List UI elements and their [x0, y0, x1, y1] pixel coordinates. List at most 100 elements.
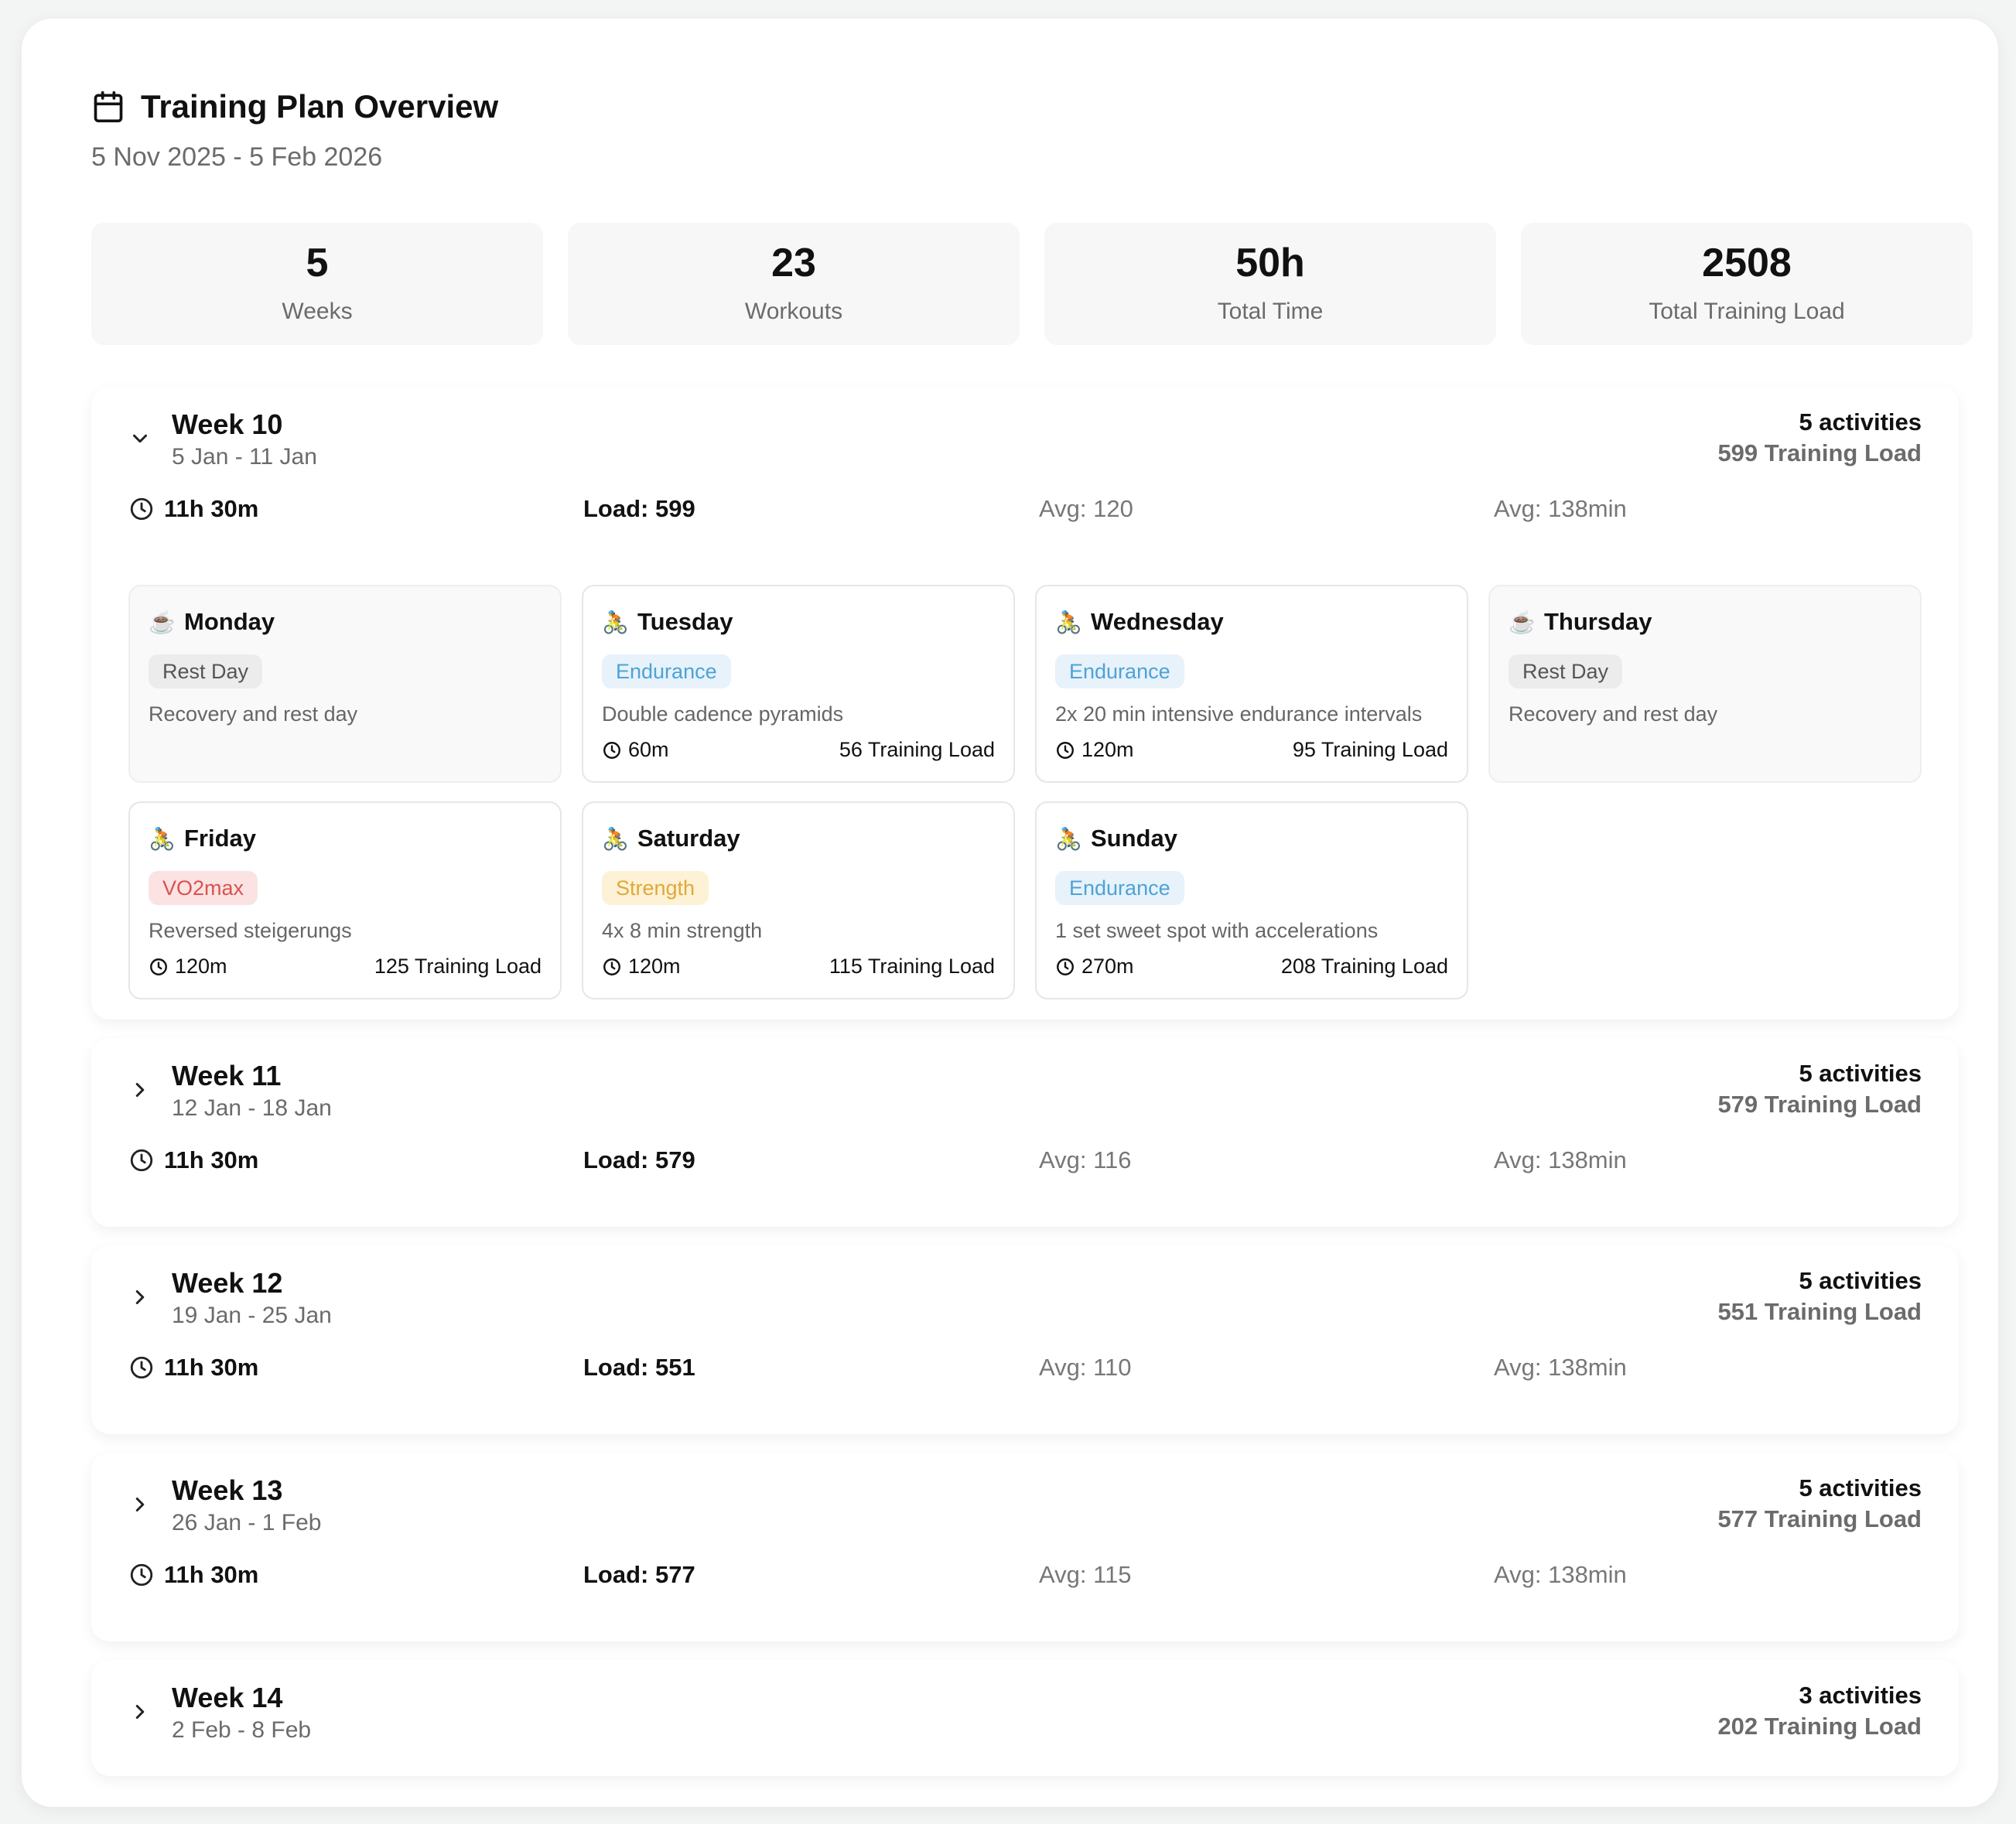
week-header[interactable]: Week 14 2 Feb - 8 Feb 3 activities 202 T… [91, 1660, 1959, 1753]
stat-value: 2508 [1702, 241, 1792, 285]
clock-icon [1057, 958, 1074, 975]
week-dates: 12 Jan - 18 Jan [172, 1095, 332, 1121]
day-card-monday[interactable]: ☕ Monday Rest Day Recovery and rest day [128, 585, 562, 783]
week-panel-13: Week 13 26 Jan - 1 Feb 5 activities 577 … [91, 1453, 1959, 1641]
day-name: Wednesday [1091, 608, 1224, 635]
week-training-load: 579 Training Load [1717, 1091, 1922, 1118]
workout-load: 56 Training Load [839, 738, 995, 761]
week-training-load: 202 Training Load [1717, 1713, 1922, 1740]
stat-total-time: 50h Total Time [1044, 223, 1496, 345]
day-card-friday[interactable]: 🚴 Friday VO2max Reversed steigerungs 120… [128, 801, 562, 999]
duration-value: 120m [1081, 738, 1134, 761]
day-name: Thursday [1544, 608, 1652, 635]
day-card-wednesday[interactable]: 🚴 Wednesday Endurance 2x 20 min intensiv… [1035, 585, 1468, 783]
week-avg-load: Avg: 110 [1039, 1354, 1132, 1381]
day-name: Saturday [637, 825, 740, 852]
stat-value: 23 [771, 241, 816, 285]
workout-description: Reversed steigerungs [149, 919, 352, 942]
stat-label: Total Time [1217, 299, 1324, 324]
clock-icon [130, 1356, 153, 1379]
week-avg-time: Avg: 138min [1494, 1354, 1627, 1381]
stat-value: 50h [1235, 241, 1305, 285]
workout-description: 2x 20 min intensive endurance intervals [1055, 702, 1423, 726]
plan-date-range: 5 Nov 2025 - 5 Feb 2026 [91, 142, 383, 172]
week-time: 11h 30m [128, 495, 258, 523]
header: Training Plan Overview 5 Nov 2025 - 5 Fe… [91, 88, 498, 172]
week-panel-12: Week 12 19 Jan - 25 Jan 5 activities 551… [91, 1245, 1959, 1434]
chevron-right-icon[interactable] [128, 1700, 152, 1723]
stat-label: Workouts [744, 299, 843, 324]
workout-duration: 120m [602, 955, 681, 979]
day-name: Monday [184, 608, 275, 635]
week-header[interactable]: Week 10 5 Jan - 11 Jan 5 activities 599 … [91, 387, 1959, 480]
chevron-right-icon[interactable] [128, 1493, 152, 1516]
week-title: Week 10 [172, 408, 283, 440]
coffee-icon: ☕ [149, 610, 176, 634]
week-time-value: 11h 30m [164, 1561, 259, 1588]
workout-load: 208 Training Load [1280, 955, 1448, 978]
week-time: 11h 30m [128, 1561, 258, 1589]
training-plan-card: Training Plan Overview 5 Nov 2025 - 5 Fe… [22, 19, 1998, 1807]
day-card-sunday[interactable]: 🚴 Sunday Endurance 1 set sweet spot with… [1035, 801, 1468, 999]
week-activity-count: 5 activities [1799, 1267, 1922, 1294]
page-title: Training Plan Overview [141, 88, 499, 125]
calendar-icon [94, 91, 123, 123]
week-time-value: 11h 30m [164, 495, 259, 522]
week-title: Week 11 [172, 1060, 282, 1091]
week-activity-count: 5 activities [1799, 1060, 1922, 1087]
day-header: 🚴 Friday [149, 825, 256, 852]
week-activity-count: 3 activities [1799, 1682, 1922, 1709]
day-header: 🚴 Sunday [1055, 825, 1177, 852]
workout-description: Recovery and rest day [149, 702, 358, 726]
chevron-right-icon[interactable] [128, 1286, 152, 1309]
workout-type-badge: Rest Day [1509, 654, 1623, 688]
week-training-load: 599 Training Load [1717, 439, 1922, 466]
day-header: 🚴 Saturday [602, 825, 740, 852]
week-panel-14: Week 14 2 Feb - 8 Feb 3 activities 202 T… [91, 1660, 1959, 1776]
day-card-saturday[interactable]: 🚴 Saturday Strength 4x 8 min strength 12… [582, 801, 1015, 999]
workout-type-badge: Strength [602, 871, 709, 905]
week-load: Load: 551 [583, 1354, 695, 1381]
workout-description: 1 set sweet spot with accelerations [1055, 919, 1379, 942]
title-row: Training Plan Overview [91, 88, 498, 125]
week-title: Week 14 [172, 1682, 283, 1713]
week-dates: 5 Jan - 11 Jan [172, 444, 317, 470]
week-header[interactable]: Week 13 26 Jan - 1 Feb 5 activities 577 … [91, 1453, 1959, 1546]
workout-load: 125 Training Load [374, 955, 542, 978]
stat-weeks: 5 Weeks [91, 223, 543, 345]
week-load: Load: 579 [583, 1146, 695, 1173]
duration-value: 60m [628, 738, 669, 761]
chevron-right-icon[interactable] [128, 1078, 152, 1102]
week-activity-count: 5 activities [1799, 1474, 1922, 1501]
week-metrics: 11h 30m Load: 577 Avg: 115 Avg: 138min [128, 1561, 1923, 1595]
week-title: Week 12 [172, 1267, 283, 1299]
week-title: Week 13 [172, 1474, 283, 1506]
day-card-thursday[interactable]: ☕ Thursday Rest Day Recovery and rest da… [1488, 585, 1922, 783]
bike-icon: 🚴 [602, 610, 629, 634]
day-name: Sunday [1091, 825, 1177, 852]
clock-icon [603, 741, 620, 759]
clock-icon [130, 1563, 153, 1587]
chevron-down-icon[interactable] [128, 427, 152, 450]
workout-load: 95 Training Load [1292, 738, 1448, 761]
workout-duration: 120m [149, 955, 227, 979]
week-time: 11h 30m [128, 1146, 258, 1174]
clock-icon [130, 1149, 153, 1172]
week-metrics: 11h 30m Load: 599 Avg: 120 Avg: 138min [128, 495, 1923, 529]
day-header: 🚴 Wednesday [1055, 608, 1224, 636]
day-header: ☕ Thursday [1509, 608, 1652, 636]
week-avg-load: Avg: 120 [1039, 495, 1133, 522]
day-header: 🚴 Tuesday [602, 608, 733, 636]
week-header[interactable]: Week 11 12 Jan - 18 Jan 5 activities 579… [91, 1038, 1959, 1131]
week-load: Load: 577 [583, 1561, 695, 1588]
duration-value: 120m [628, 955, 681, 978]
week-time-value: 11h 30m [164, 1354, 259, 1381]
week-header[interactable]: Week 12 19 Jan - 25 Jan 5 activities 551… [91, 1245, 1959, 1338]
clock-icon [1057, 741, 1074, 759]
week-avg-time: Avg: 138min [1494, 1561, 1627, 1588]
workout-type-badge: Endurance [1055, 654, 1184, 688]
workout-duration: 60m [602, 738, 669, 762]
clock-icon [603, 958, 620, 975]
day-card-tuesday[interactable]: 🚴 Tuesday Endurance Double cadence pyram… [582, 585, 1015, 783]
day-name: Tuesday [637, 608, 733, 635]
